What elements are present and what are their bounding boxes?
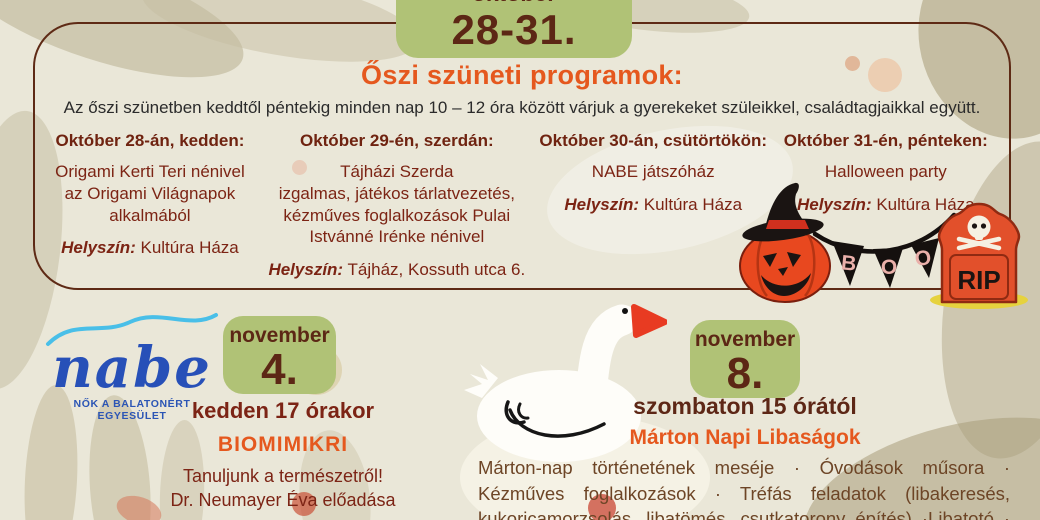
- location-value: Kultúra Háza: [140, 238, 239, 258]
- badge-month-label: november: [694, 328, 796, 351]
- october-program-box: Őszi szüneti programok: Az őszi szünetbe…: [33, 22, 1011, 290]
- event-title: BIOMIMIKRI: [217, 433, 349, 456]
- program-column-oct28: Október 28-án, kedden: Origami Kerti Ter…: [45, 131, 255, 258]
- event-subtitle: Tanuljunk a természetről!: [182, 466, 384, 486]
- november4-event: kedden 17 órakor BIOMIMIKRI Tanuljunk a …: [138, 398, 428, 520]
- badge-month-label: október: [396, 0, 632, 8]
- program-location: Helyszín: Tájház, Kossuth utca 6.: [261, 260, 533, 280]
- program-description: Origami Kerti Teri nénivel az Origami Vi…: [55, 162, 245, 225]
- tombstone-text: RIP: [957, 265, 1000, 295]
- event-speaker: Dr. Neumayer Éva előadása: [170, 489, 396, 510]
- program-location: Helyszín: Kultúra Háza: [539, 195, 768, 215]
- program-description: NABE játszóház: [591, 162, 715, 181]
- november8-event: szombaton 15 órától Márton Napi Libaságo…: [600, 393, 890, 450]
- badge-day-label: 4.: [261, 345, 298, 394]
- badge-month-label: november: [229, 324, 330, 347]
- october-date-badge: október 28-31.: [396, 0, 632, 58]
- program-location: Helyszín: Kultúra Háza: [45, 238, 255, 258]
- location-label: Helyszín:: [564, 194, 640, 214]
- program-day: Október 28-án, kedden:: [55, 131, 245, 150]
- logo-wordmark: nabe: [52, 335, 212, 401]
- banner-letter: B: [840, 251, 857, 275]
- program-column-oct29: Október 29-én, szerdán: Tájházi Szerda i…: [261, 131, 533, 280]
- intro-text: Az őszi szünetben keddtől péntekig minde…: [63, 98, 981, 117]
- badge-dates-label: 28-31.: [451, 6, 577, 53]
- event-time: szombaton 15 órától: [633, 393, 857, 419]
- program-day: Október 31-én, pénteken:: [783, 131, 988, 150]
- location-value: Tájház, Kossuth utca 6.: [347, 260, 526, 279]
- logo-wave-icon: [46, 313, 218, 346]
- program-columns: Október 28-án, kedden: Origami Kerti Ter…: [35, 131, 1009, 280]
- event-time: kedden 17 órakor: [191, 398, 375, 423]
- location-label: Helyszín:: [796, 194, 872, 214]
- location-label: Helyszín:: [61, 238, 136, 258]
- rip-tombstone-icon: RIP: [930, 202, 1028, 309]
- november8-date-badge: november 8.: [690, 320, 800, 398]
- location-value: Kultúra Háza: [643, 194, 743, 214]
- program-day: Október 30-án, csütörtökön:: [539, 131, 768, 150]
- pumpkin-witch-hat-icon: [739, 182, 831, 303]
- november4-date-badge: november 4.: [223, 316, 336, 394]
- badge-day-label: 8.: [726, 349, 764, 398]
- location-label: Helyszín:: [268, 260, 344, 279]
- event-title: Márton Napi Libaságok: [629, 426, 861, 449]
- poster-title: Őszi szüneti programok:: [361, 60, 683, 90]
- banner-letter: O: [881, 256, 897, 279]
- november8-description: Márton-nap történetének meséje · Óvodáso…: [478, 457, 1010, 520]
- program-column-oct30: Október 30-án, csütörtökön: NABE játszóh…: [539, 131, 768, 215]
- program-day: Október 29-én, szerdán:: [299, 131, 494, 150]
- program-description: Tájházi Szerda izgalmas, játékos tárlatv…: [278, 162, 515, 247]
